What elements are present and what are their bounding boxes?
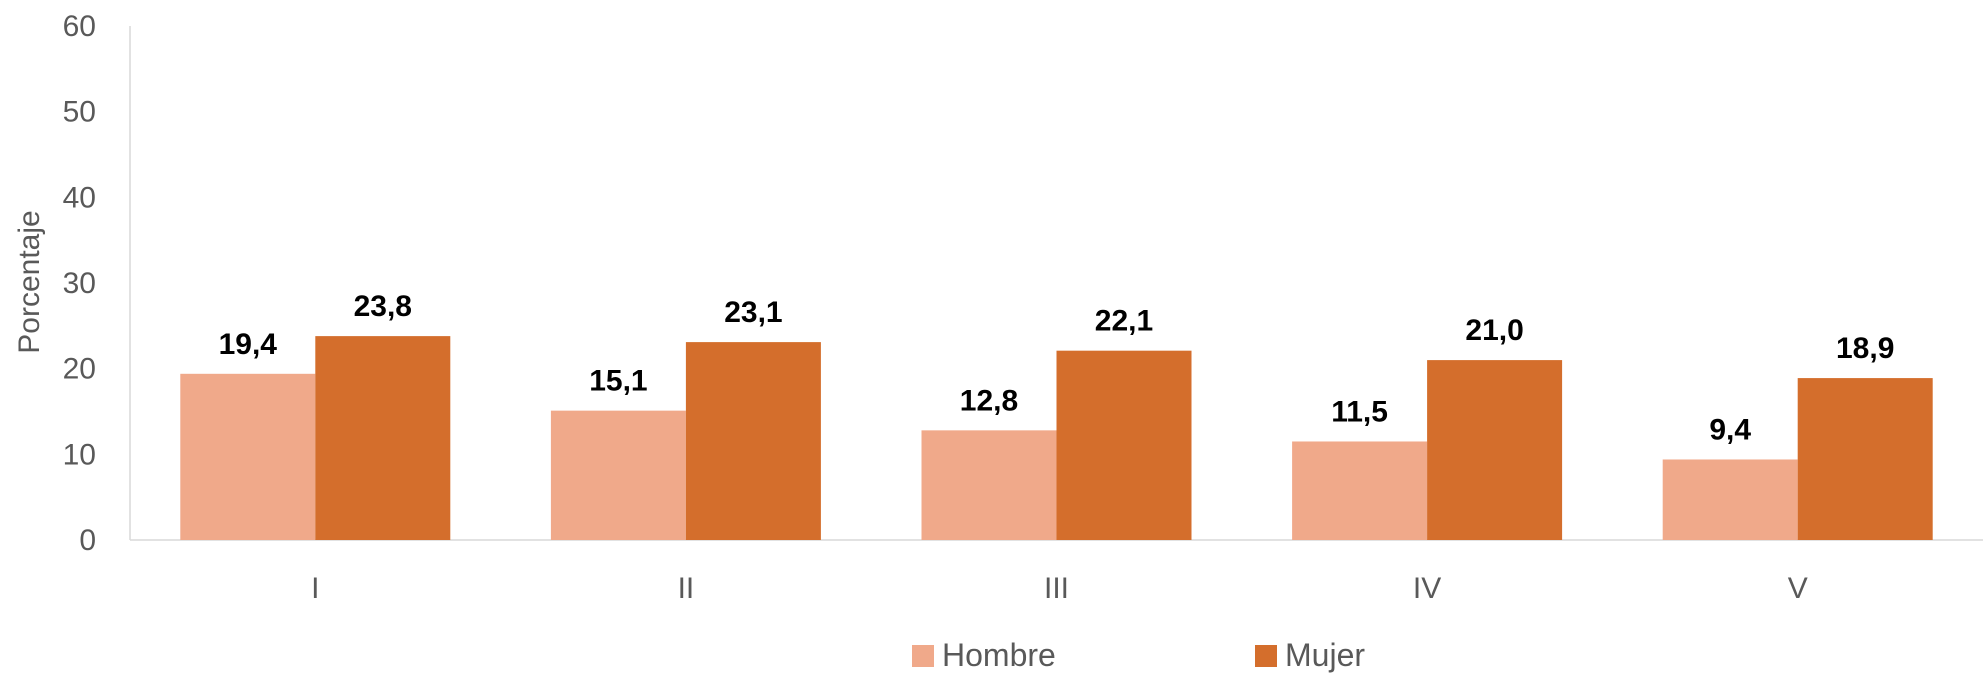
- x-tick-label: I: [311, 572, 319, 605]
- y-tick-label: 10: [63, 438, 96, 471]
- x-tick-label: III: [1044, 572, 1069, 605]
- x-axis: I II III IV V: [130, 539, 1983, 605]
- data-label: 23,1: [724, 296, 782, 329]
- data-labels: 19,4 23,8 15,1 23,1 12,8 22,1 11,5 21,0 9,4 18,9: [219, 290, 1895, 446]
- bar-hombre-i: [180, 373, 316, 540]
- legend-swatch-hombre: [912, 645, 934, 667]
- legend-label: Mujer: [1285, 637, 1365, 673]
- y-axis-title: Porcentaje: [13, 210, 46, 353]
- y-tick-label: 60: [63, 10, 96, 43]
- y-tick-label: 30: [63, 267, 96, 300]
- bar-hombre-iii: [921, 430, 1057, 540]
- bar-mujer-ii: [685, 342, 821, 540]
- bar-mujer-iv: [1427, 360, 1563, 540]
- data-label: 23,8: [354, 290, 412, 323]
- data-label: 18,9: [1836, 332, 1894, 365]
- x-tick-label: V: [1788, 572, 1808, 605]
- data-label: 9,4: [1709, 413, 1751, 446]
- bar-hombre-v: [1662, 459, 1798, 540]
- x-tick-label: IV: [1413, 572, 1441, 605]
- bar-mujer-iii: [1056, 350, 1192, 540]
- data-label: 11,5: [1331, 395, 1388, 428]
- data-label: 21,0: [1465, 314, 1523, 347]
- bar-mujer-i: [315, 336, 451, 540]
- bar-hombre-ii: [550, 410, 686, 540]
- x-tick-label: II: [678, 572, 695, 605]
- legend-swatch-mujer: [1255, 645, 1277, 667]
- y-tick-label: 20: [63, 353, 96, 386]
- y-axis: 0 10 20 30 40 50 60: [63, 10, 131, 557]
- data-label: 12,8: [960, 384, 1018, 417]
- bars: [180, 336, 1933, 540]
- data-label: 19,4: [219, 328, 278, 361]
- y-tick-label: 50: [63, 96, 96, 129]
- legend: Hombre Mujer: [912, 637, 1365, 673]
- bar-mujer-v: [1797, 378, 1933, 540]
- data-label: 22,1: [1095, 305, 1153, 338]
- y-tick-label: 40: [63, 181, 96, 214]
- legend-label: Hombre: [942, 637, 1056, 673]
- data-label: 15,1: [589, 365, 647, 398]
- y-tick-label: 0: [79, 524, 96, 557]
- bar-hombre-iv: [1292, 441, 1428, 540]
